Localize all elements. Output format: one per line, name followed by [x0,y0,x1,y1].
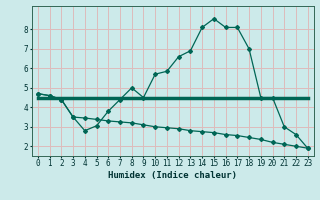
X-axis label: Humidex (Indice chaleur): Humidex (Indice chaleur) [108,171,237,180]
